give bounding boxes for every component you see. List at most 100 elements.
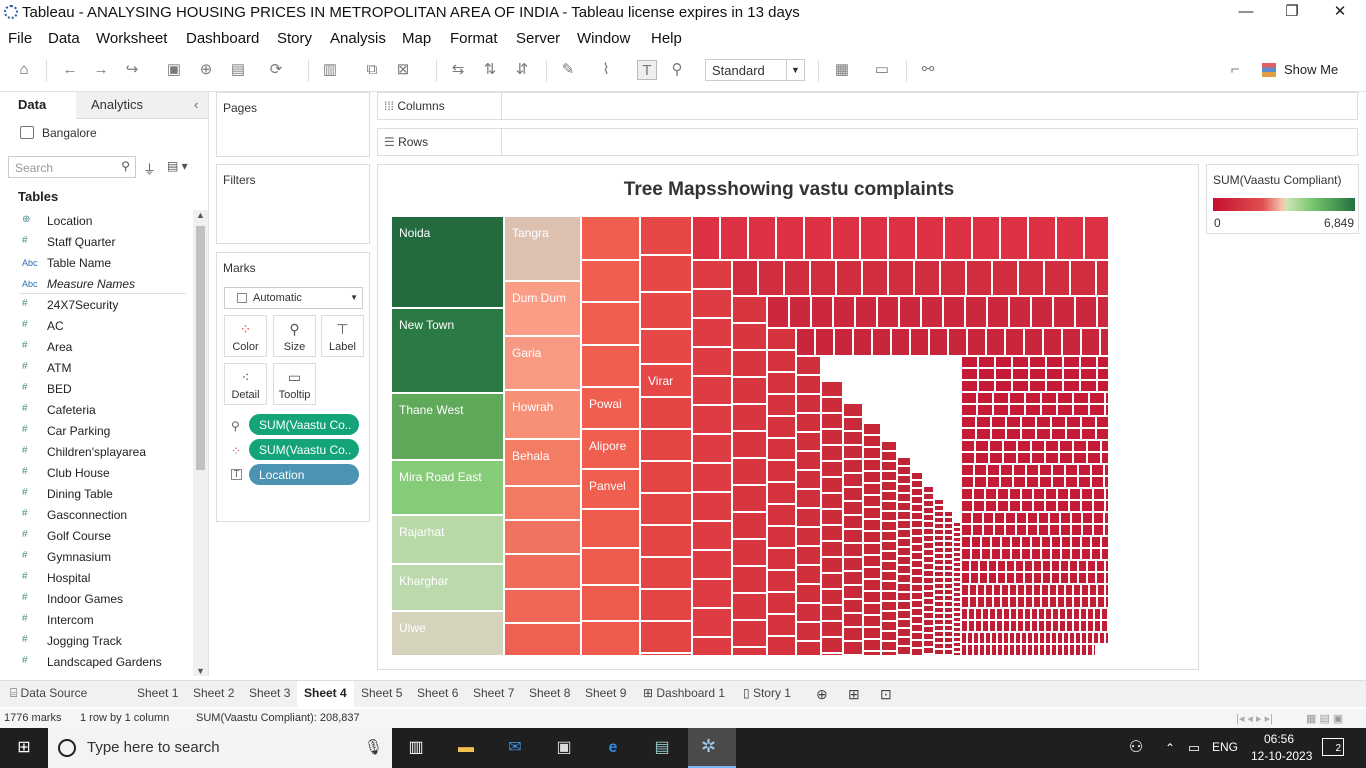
treemap-cell[interactable]	[821, 637, 843, 653]
treemap-cell[interactable]	[732, 539, 767, 566]
treemap-cell[interactable]	[944, 649, 953, 655]
treemap-cell[interactable]	[977, 404, 993, 416]
treemap-cell[interactable]	[1082, 524, 1093, 536]
show-cards-icon[interactable]: ▦	[834, 61, 850, 78]
treemap-cell[interactable]	[843, 543, 863, 557]
treemap-cell[interactable]	[897, 619, 911, 628]
treemap-cell[interactable]	[944, 523, 953, 529]
treemap-cell[interactable]	[1021, 644, 1027, 656]
treemap-cell[interactable]	[985, 584, 993, 596]
minimize-button[interactable]: —	[1238, 3, 1254, 20]
filter-icon[interactable]: ⏚	[143, 162, 157, 177]
treemap-cell[interactable]	[1051, 536, 1061, 548]
menu-story[interactable]: Story	[277, 30, 313, 47]
treemap-cell[interactable]	[923, 563, 934, 570]
treemap-cell[interactable]	[953, 567, 961, 572]
treemap-cell[interactable]	[732, 512, 767, 539]
treemap-cell[interactable]	[1006, 416, 1021, 428]
new-story-tab-icon[interactable]: ⊡	[880, 686, 892, 702]
treemap-cell[interactable]: Behala	[504, 439, 581, 486]
treemap-cell[interactable]	[1062, 328, 1081, 356]
treemap-cell[interactable]	[961, 512, 972, 524]
treemap-cell[interactable]	[796, 328, 815, 356]
treemap-cell[interactable]	[1093, 500, 1105, 512]
field-item[interactable]: # Area	[0, 337, 186, 358]
treemap-cell[interactable]	[881, 461, 897, 471]
treemap-cell[interactable]	[1052, 620, 1059, 632]
treemap-cell[interactable]	[776, 216, 804, 260]
treemap-cell[interactable]	[1012, 356, 1029, 368]
treemap-cell[interactable]	[934, 625, 944, 631]
treemap-cell[interactable]	[991, 428, 1006, 440]
treemap-cell[interactable]	[961, 524, 972, 536]
treemap-cell[interactable]	[1049, 512, 1060, 524]
treemap-cell[interactable]	[961, 416, 976, 428]
treemap-cell[interactable]	[897, 601, 911, 610]
treemap-cell[interactable]	[961, 536, 971, 548]
treemap-cell[interactable]	[767, 416, 796, 438]
treemap-cell[interactable]	[934, 559, 944, 565]
treemap-cell[interactable]	[997, 500, 1009, 512]
search-input[interactable]: Search ⚲	[8, 156, 136, 178]
treemap-cell[interactable]	[1097, 356, 1109, 368]
treemap-cell[interactable]	[899, 296, 921, 328]
treemap-cell[interactable]	[1073, 392, 1089, 404]
treemap-cell[interactable]	[975, 440, 989, 452]
notifications-icon[interactable]: 2	[1322, 738, 1344, 756]
treemap-cell[interactable]	[1053, 296, 1075, 328]
treemap-cell[interactable]	[934, 643, 944, 649]
treemap-cell[interactable]	[1099, 632, 1105, 644]
treemap-cell[interactable]	[881, 451, 897, 461]
treemap-cell[interactable]	[994, 512, 1005, 524]
treemap-cell[interactable]	[923, 626, 934, 633]
treemap-cell[interactable]	[796, 489, 821, 508]
treemap-cell[interactable]	[692, 463, 732, 492]
view-options-icon[interactable]: ▤ ▾	[167, 159, 188, 173]
highlight-icon[interactable]: ✎	[561, 61, 575, 78]
treemap-cell[interactable]	[961, 440, 975, 452]
fields-scrollbar[interactable]: ▲ ▼	[193, 210, 208, 676]
field-item[interactable]: # ATM	[0, 358, 186, 379]
treemap-cell[interactable]	[911, 552, 923, 560]
treemap-cell[interactable]	[863, 555, 881, 567]
treemap-cell[interactable]	[997, 560, 1006, 572]
treemap-cell[interactable]	[988, 560, 997, 572]
treemap-cell[interactable]	[911, 568, 923, 576]
treemap-cell[interactable]	[1066, 428, 1081, 440]
field-item[interactable]: # BED	[0, 379, 186, 400]
treemap-cell[interactable]	[914, 260, 940, 296]
treemap-cell[interactable]	[1042, 560, 1051, 572]
mark-type-select[interactable]: Automatic ▼	[224, 287, 363, 309]
treemap-cell[interactable]	[953, 652, 961, 656]
treemap-cell[interactable]	[1017, 608, 1024, 620]
treemap-cell[interactable]	[981, 548, 991, 560]
treemap-cell[interactable]	[961, 392, 977, 404]
treemap-cell[interactable]	[934, 649, 944, 655]
menu-file[interactable]: File	[8, 30, 33, 47]
treemap-cell[interactable]	[640, 329, 692, 364]
datasource-name[interactable]: Bangalore	[42, 126, 97, 140]
share-icon[interactable]: ⚯	[921, 61, 935, 78]
treemap-cell[interactable]	[1096, 560, 1105, 572]
treemap-cell[interactable]	[934, 631, 944, 637]
field-item[interactable]: # Staff Quarter	[0, 232, 186, 253]
treemap-cell[interactable]	[934, 637, 944, 643]
treemap-cell[interactable]	[843, 515, 863, 529]
treemap-cell[interactable]	[581, 260, 640, 302]
treemap-cell[interactable]	[985, 500, 997, 512]
treemap-cell[interactable]	[969, 584, 977, 596]
treemap-cell[interactable]	[862, 260, 888, 296]
treemap-cell[interactable]	[1033, 572, 1042, 584]
treemap-cell[interactable]	[692, 318, 732, 347]
treemap-cell[interactable]	[1046, 368, 1063, 380]
treemap-cell[interactable]	[923, 528, 934, 535]
treemap-cell[interactable]	[973, 488, 985, 500]
treemap-cell[interactable]	[581, 345, 640, 387]
treemap-cell[interactable]	[923, 605, 934, 612]
treemap-cell[interactable]	[944, 511, 953, 517]
treemap-cell[interactable]	[991, 644, 997, 656]
treemap-cell[interactable]	[967, 328, 986, 356]
tab-data-source[interactable]: ⌸ Data Source	[10, 686, 87, 701]
treemap-cell[interactable]	[953, 577, 961, 582]
treemap-cell[interactable]	[640, 216, 692, 255]
